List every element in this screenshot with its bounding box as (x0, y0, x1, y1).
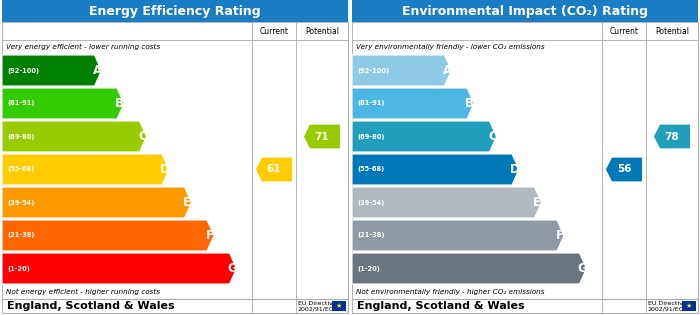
Text: B: B (116, 97, 125, 110)
Text: EU Directive
2002/91/EC: EU Directive 2002/91/EC (648, 301, 687, 312)
Polygon shape (2, 220, 214, 251)
Text: Not energy efficient - higher running costs: Not energy efficient - higher running co… (6, 289, 160, 295)
Bar (352, 299, 698, 313)
Text: Current: Current (610, 26, 638, 36)
Text: (81-91): (81-91) (357, 100, 384, 106)
Bar (682, 301, 696, 311)
Text: C: C (488, 130, 497, 143)
Polygon shape (2, 88, 124, 119)
Polygon shape (2, 154, 169, 185)
Text: 61: 61 (267, 164, 281, 175)
Text: B: B (466, 97, 475, 110)
Text: ★: ★ (336, 303, 342, 309)
Text: Not environmentally friendly - higher CO₂ emissions: Not environmentally friendly - higher CO… (356, 289, 545, 295)
Polygon shape (2, 121, 146, 152)
Text: E: E (533, 196, 541, 209)
Bar (352, 22, 698, 313)
Bar (352, 0, 698, 22)
Polygon shape (2, 253, 237, 284)
Text: 56: 56 (617, 164, 631, 175)
Text: 71: 71 (315, 131, 329, 141)
Bar (332, 301, 346, 311)
Text: ★: ★ (686, 303, 692, 309)
Text: E: E (183, 196, 191, 209)
Polygon shape (352, 55, 452, 86)
Text: F: F (206, 229, 214, 242)
Polygon shape (606, 158, 642, 181)
Text: G: G (228, 262, 237, 275)
Text: D: D (510, 163, 519, 176)
Text: (39-54): (39-54) (357, 199, 384, 205)
Bar (2, 22, 348, 313)
Polygon shape (2, 55, 101, 86)
Bar (2, 0, 348, 22)
Text: (55-68): (55-68) (357, 167, 384, 173)
Text: (69-80): (69-80) (7, 134, 34, 140)
Text: England, Scotland & Wales: England, Scotland & Wales (7, 301, 174, 311)
Text: G: G (578, 262, 587, 275)
Polygon shape (654, 125, 690, 148)
Text: A: A (442, 64, 452, 77)
Text: Energy Efficiency Rating: Energy Efficiency Rating (89, 4, 261, 18)
Text: (39-54): (39-54) (7, 199, 34, 205)
Text: Current: Current (260, 26, 288, 36)
Polygon shape (256, 158, 292, 181)
Polygon shape (2, 187, 192, 218)
Text: (1-20): (1-20) (7, 266, 30, 272)
Text: (55-68): (55-68) (7, 167, 34, 173)
Text: (92-100): (92-100) (357, 67, 389, 73)
Text: 78: 78 (665, 131, 679, 141)
Polygon shape (352, 253, 587, 284)
Polygon shape (352, 88, 474, 119)
Text: C: C (138, 130, 147, 143)
Text: (92-100): (92-100) (7, 67, 39, 73)
Text: Potential: Potential (305, 26, 339, 36)
Text: (1-20): (1-20) (357, 266, 380, 272)
Text: England, Scotland & Wales: England, Scotland & Wales (357, 301, 524, 311)
Text: Environmental Impact (CO₂) Rating: Environmental Impact (CO₂) Rating (402, 4, 648, 18)
Polygon shape (352, 154, 519, 185)
Bar (2, 299, 348, 313)
Text: F: F (556, 229, 564, 242)
Polygon shape (352, 220, 564, 251)
Polygon shape (352, 121, 496, 152)
Text: Very environmentally friendly - lower CO₂ emissions: Very environmentally friendly - lower CO… (356, 44, 545, 50)
Text: EU Directive
2002/91/EC: EU Directive 2002/91/EC (298, 301, 337, 312)
Text: Potential: Potential (655, 26, 689, 36)
Polygon shape (352, 187, 542, 218)
Text: D: D (160, 163, 169, 176)
Text: A: A (92, 64, 102, 77)
Text: (21-38): (21-38) (7, 232, 34, 238)
Text: Very energy efficient - lower running costs: Very energy efficient - lower running co… (6, 44, 160, 50)
Text: (21-38): (21-38) (357, 232, 384, 238)
Text: (69-80): (69-80) (357, 134, 384, 140)
Polygon shape (304, 125, 340, 148)
Text: (81-91): (81-91) (7, 100, 34, 106)
